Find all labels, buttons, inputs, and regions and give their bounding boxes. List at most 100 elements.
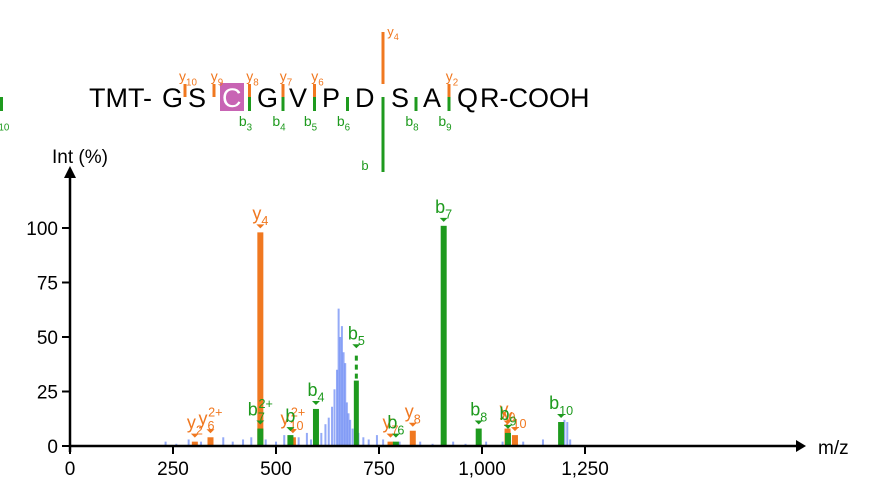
- sequence-residue: P: [322, 83, 340, 113]
- b-cleavage-mark: [248, 97, 251, 111]
- b-ion-label: b6: [387, 413, 404, 438]
- y-ion-marker: [408, 422, 417, 427]
- y-cleavage-mark: [281, 84, 285, 97]
- sequence-residue: C: [222, 83, 242, 113]
- y-ion-label: y62+: [198, 406, 222, 434]
- y-tick-label: 75: [37, 274, 58, 295]
- x-tick-label: 1,000: [458, 459, 506, 480]
- y-ion-marker: [510, 427, 519, 432]
- b-ion-label: b9: [499, 404, 516, 429]
- b-cleavage-label: b6: [337, 113, 351, 133]
- y-ion-marker: [256, 224, 265, 229]
- b-cleavage-label: b5: [304, 113, 318, 133]
- y-ion-label: y2: [187, 413, 203, 438]
- b-cleavage-mark: [346, 97, 349, 111]
- x-tick-label: 250: [157, 459, 189, 480]
- y-ion-peak: [207, 437, 214, 446]
- b-cleavage-label: b: [361, 158, 368, 173]
- y-axis-arrow: [64, 166, 76, 178]
- sequence-residue: G: [162, 83, 183, 113]
- b-ion-marker: [391, 433, 400, 438]
- assigned-peaks: [191, 225, 565, 446]
- b-ion-peak: [257, 428, 264, 446]
- b-ion-label: b: [285, 406, 295, 426]
- y-cleavage-mark: [212, 84, 216, 97]
- b-ion-marker: [352, 344, 361, 349]
- sequence-suffix: R-COOH: [480, 83, 590, 113]
- b-cleavage-mark: [281, 97, 285, 111]
- b-cleavage-label: b4: [272, 113, 286, 133]
- b-ion-label: b7: [435, 197, 452, 222]
- y-ion-peak: [191, 441, 198, 446]
- y-ion-peak: [387, 441, 394, 446]
- b-cleavage-mark: [0, 97, 3, 111]
- x-tick-label: 0: [65, 459, 76, 480]
- y-ion-peak: [409, 430, 416, 446]
- x-axis-label: m/z: [818, 438, 849, 459]
- y-tick-label: 50: [37, 328, 58, 349]
- b-cleavage-mark: [313, 97, 316, 111]
- b-ion-label: b10: [549, 393, 573, 418]
- b-ion-marker: [439, 217, 448, 222]
- y-cleavage-mark: [313, 84, 316, 97]
- b-cleavage-label: b9: [438, 113, 451, 133]
- y-cleavage-label: y4: [387, 24, 399, 42]
- y-tick-label: 0: [47, 437, 58, 458]
- sequence-residue: Q: [457, 83, 478, 113]
- y-ion-peak: [257, 232, 264, 446]
- y-cleavage-label: y2: [446, 68, 458, 88]
- b-ion-label: b8: [470, 400, 487, 425]
- b-ion-marker: [256, 420, 265, 425]
- y-axis-label: Int (%): [52, 147, 108, 168]
- b-ion-label: b4: [307, 380, 324, 405]
- y-ion-peak: [511, 435, 518, 446]
- sequence-residue: D: [355, 83, 375, 113]
- b-ion-peak: [440, 225, 447, 446]
- y-tick-label: 100: [26, 219, 58, 240]
- y-cleavage-mark: [381, 32, 385, 84]
- sequence-residue: A: [423, 83, 441, 113]
- y-ion-label: y10: [503, 406, 526, 431]
- b-ion-peak: [353, 380, 359, 446]
- b-ion-peak: [312, 408, 319, 446]
- x-axis-arrow: [796, 440, 806, 452]
- b-ion-marker: [474, 420, 483, 425]
- b-ion-peak: [392, 441, 399, 446]
- y-cleavage-mark: [447, 84, 451, 97]
- y-ion-label: y7: [383, 413, 399, 438]
- x-tick-label: 1,250: [561, 459, 609, 480]
- y-cleavage-label: y6: [311, 68, 324, 88]
- y-ion-label: y4: [252, 203, 268, 228]
- y-cleavage-label: y7: [280, 68, 292, 88]
- b-ion-peak: [287, 435, 294, 446]
- y-ion-marker: [190, 433, 199, 438]
- b-ion-peak: [558, 422, 565, 446]
- y-ion-label: y9: [500, 400, 516, 425]
- b-ion-peak: [504, 432, 511, 446]
- b-ion-marker: [557, 414, 566, 419]
- b-ion-marker: [311, 400, 320, 405]
- b-cleavage-label: b10: [0, 113, 10, 133]
- b-cleavage-mark: [447, 97, 451, 111]
- axes: 0 250 500 750 1,000 1,250 0 25 50 75 100 m/z Int (%): [26, 147, 848, 480]
- modified-residue-box: [220, 83, 244, 111]
- y-cleavage-label: y10: [179, 68, 197, 88]
- y-cleavage-mark: [248, 84, 251, 97]
- y-tick-label: 25: [37, 383, 58, 404]
- unassigned-peaks: [164, 308, 572, 446]
- y-cleavage-label: y9: [211, 68, 223, 88]
- b-cleavage-label: b8: [405, 113, 419, 133]
- b-cleavage-label: b3: [239, 113, 253, 133]
- sequence-prefix: TMT-: [89, 83, 152, 113]
- b-ion-peak: [475, 428, 482, 446]
- y-cleavage-mark: [183, 84, 187, 97]
- y-cleavage-label: y8: [246, 68, 259, 88]
- b-ion-marker: [286, 427, 295, 432]
- b-ion-label: b5: [348, 323, 365, 348]
- sequence-residue: V: [289, 83, 307, 113]
- b-ion-marker: [503, 424, 512, 429]
